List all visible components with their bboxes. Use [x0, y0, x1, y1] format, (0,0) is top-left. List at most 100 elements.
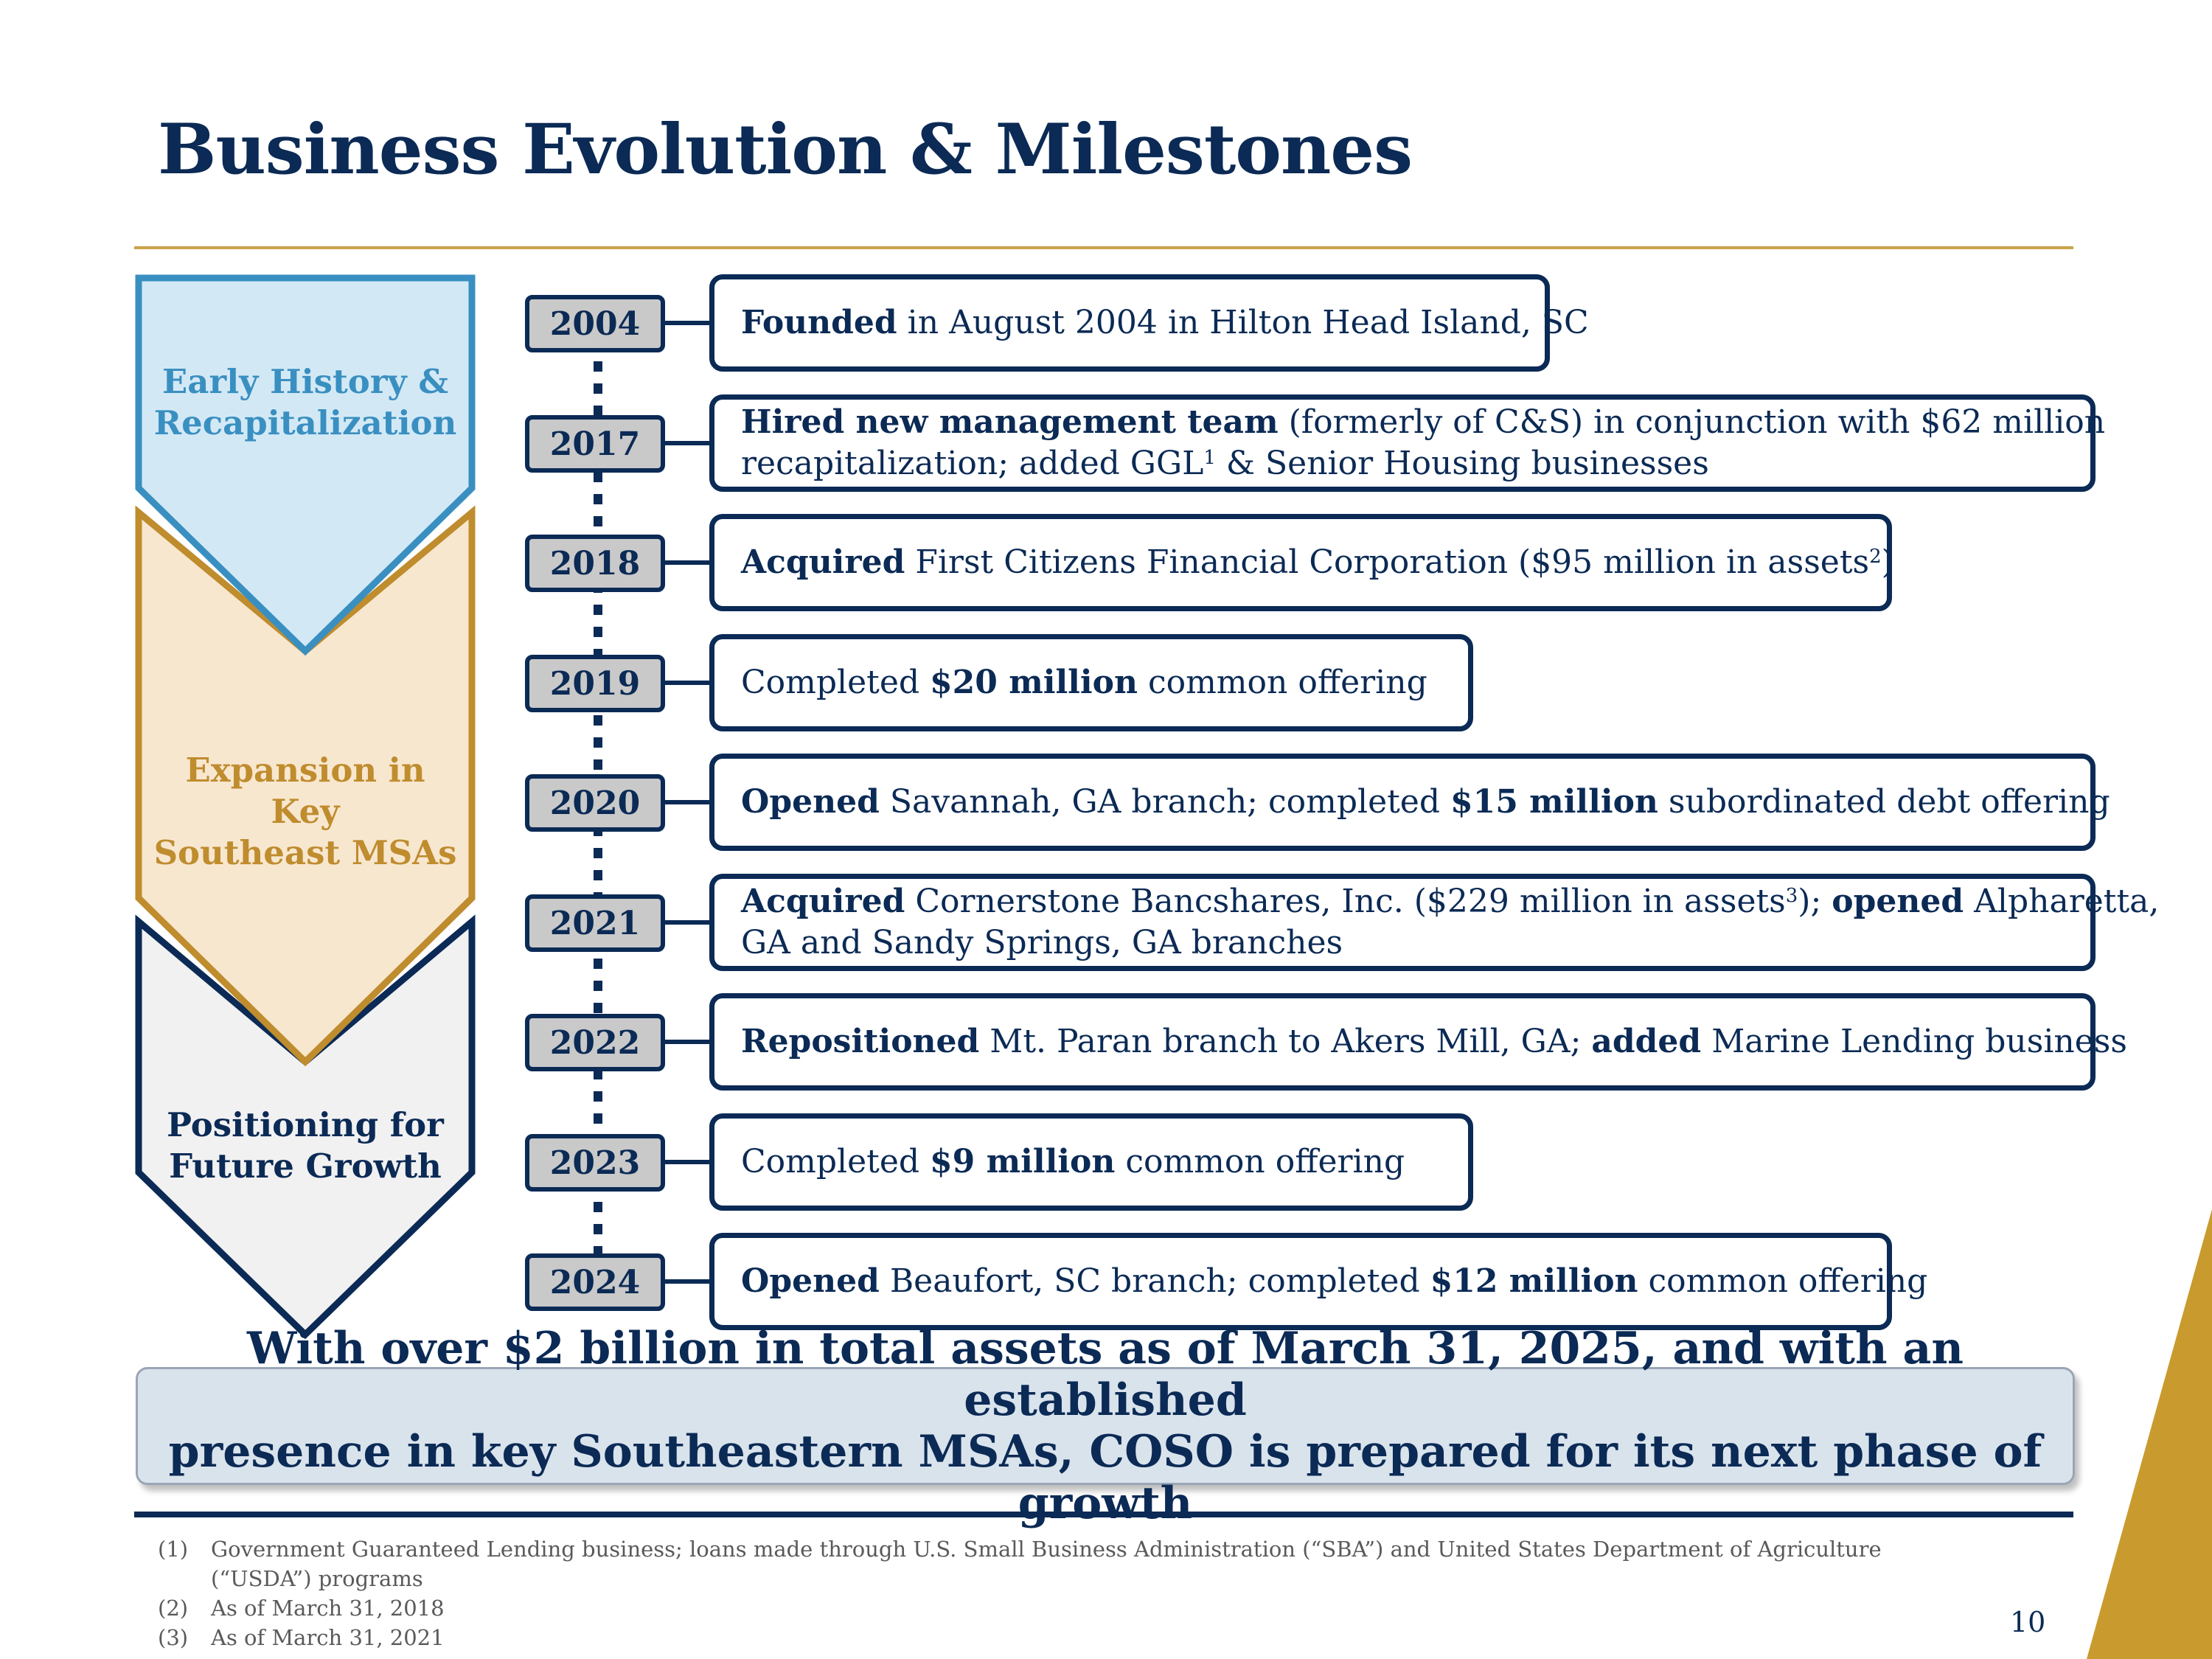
- footnote-text: As of March 31, 2018: [211, 1596, 445, 1621]
- milestone-plain-text: Cornerstone Bancshares, Inc. ($229 milli…: [905, 883, 1786, 920]
- phase-label-expansion: Expansion in Key Southeast MSAs: [150, 750, 460, 874]
- milestone-box: Repositioned Mt. Paran branch to Akers M…: [709, 993, 2127, 1091]
- milestone-plain-text: Beaufort, SC branch; completed: [879, 1262, 1430, 1300]
- year-connector: [665, 1279, 709, 1284]
- milestone-bold-text: Acquired: [741, 543, 905, 581]
- footnote-2: (2) As of March 31, 2018: [158, 1594, 445, 1622]
- year-connector: [665, 560, 709, 565]
- title-divider: [134, 246, 2073, 249]
- page-title: Business Evolution & Milestones: [158, 109, 1413, 190]
- milestone-line: Opened Beaufort, SC branch; completed $1…: [741, 1261, 1927, 1302]
- milestone-bold-text: Opened: [741, 1262, 880, 1300]
- page-number: 10: [2010, 1606, 2046, 1638]
- milestone-bold-text: Opened: [741, 783, 880, 821]
- milestone-text: Hired new management team (formerly of C…: [741, 402, 2105, 484]
- gold-corner-accent: [2087, 1209, 2212, 1659]
- milestone-bold-text: Repositioned: [741, 1023, 980, 1060]
- milestone-bold-text: Founded: [741, 304, 897, 341]
- milestone-plain-text: Completed: [741, 1143, 931, 1180]
- summary-banner-text: With over $2 billion in total assets as …: [138, 1323, 2073, 1529]
- milestone-plain-text: subordinated debt offering: [1658, 783, 2110, 821]
- footnote-text: As of March 31, 2021: [211, 1625, 445, 1650]
- milestone-bold-text: $12 million: [1430, 1262, 1638, 1300]
- milestone-bold-text: added: [1591, 1023, 1702, 1060]
- phase-label-line: Recapitalization: [153, 403, 457, 442]
- footnote-3: (3) As of March 31, 2021: [158, 1624, 445, 1652]
- summary-line: With over $2 billion in total assets as …: [246, 1323, 1964, 1426]
- footnote-1-continuation: (“USDA”) programs: [211, 1566, 423, 1591]
- year-badge: 2022: [525, 1014, 665, 1071]
- year-connector: [665, 441, 709, 445]
- year-badge: 2020: [525, 774, 665, 832]
- phase-label-line: Positioning for: [167, 1105, 444, 1144]
- footnote-number: (1): [158, 1537, 189, 1562]
- milestone-box: Hired new management team (formerly of C…: [709, 394, 2105, 492]
- phase-label-positioning: Positioning for Future Growth: [150, 1105, 460, 1187]
- milestone-line: Opened Savannah, GA branch; completed $1…: [741, 782, 2110, 823]
- milestone-box: Acquired First Citizens Financial Corpor…: [709, 514, 1894, 611]
- footnote-1: (1) Government Guaranteed Lending busines…: [158, 1535, 1882, 1563]
- year-badge: 2021: [525, 894, 665, 952]
- milestone-text: Completed $9 million common offering: [741, 1141, 1405, 1183]
- milestone-plain-text: (formerly of C&S) in conjunction with $6…: [1278, 403, 2106, 441]
- phase-label-line: Early History &: [162, 362, 448, 401]
- milestone-plain-text: );: [1798, 883, 1832, 920]
- year-connector: [665, 321, 709, 325]
- milestone-line: Completed $20 million common offering: [741, 662, 1427, 703]
- milestone-plain-text: GA and Sandy Springs, GA branches: [741, 924, 1343, 961]
- milestone-line: Hired new management team (formerly of C…: [741, 402, 2105, 443]
- phase-chevron-early-history: [135, 274, 476, 656]
- milestone-bold-text: Acquired: [741, 883, 905, 920]
- milestone-line: Acquired First Citizens Financial Corpor…: [741, 542, 1894, 583]
- phase-label-line: Southeast MSAs: [153, 833, 457, 872]
- milestone-box: Completed $9 million common offering: [709, 1113, 1473, 1211]
- milestone-text: Completed $20 million common offering: [741, 662, 1427, 703]
- year-connector: [665, 681, 709, 685]
- footnote-number: (3): [158, 1625, 189, 1650]
- milestone-plain-text: recapitalization; added GGL: [741, 445, 1204, 482]
- milestone-plain-text: Completed: [741, 664, 931, 701]
- milestone-bold-text: Hired new management team: [741, 403, 1279, 441]
- year-badge: 2019: [525, 655, 665, 712]
- milestone-plain-text: Alpharetta,: [1964, 883, 2160, 920]
- year-badge: 2018: [525, 535, 665, 592]
- milestone-bold-text: $15 million: [1450, 783, 1658, 821]
- summary-banner: With over $2 billion in total assets as …: [136, 1323, 2075, 1529]
- milestone-box: Completed $20 million common offering: [709, 634, 1473, 731]
- year-connector: [665, 1160, 709, 1164]
- milestone-text: Repositioned Mt. Paran branch to Akers M…: [741, 1021, 2127, 1062]
- milestone-bold-text: opened: [1832, 883, 1964, 920]
- milestone-bold-text: $20 million: [930, 664, 1138, 701]
- phase-label-line: Expansion in Key: [185, 751, 425, 831]
- milestone-plain-text: common offering: [1638, 1262, 1928, 1300]
- milestone-plain-text: in August 2004 in Hilton Head Island, SC: [897, 304, 1589, 341]
- milestone-box: Founded in August 2004 in Hilton Head Is…: [709, 274, 1589, 372]
- year-connector: [665, 920, 709, 925]
- milestone-plain-text: Savannah, GA branch; completed: [879, 783, 1450, 821]
- year-badge: 2023: [525, 1134, 665, 1192]
- footnote-text: Government Guaranteed Lending business; …: [211, 1537, 1882, 1562]
- footnote-ref: 1: [1203, 447, 1216, 469]
- footnote-ref: 2: [1869, 546, 1882, 568]
- year-badge: 2004: [525, 295, 665, 352]
- footnote-ref: 3: [1785, 885, 1798, 907]
- milestone-plain-text: Mt. Paran branch to Akers Mill, GA;: [979, 1023, 1592, 1060]
- milestone-text: Acquired First Citizens Financial Corpor…: [741, 542, 1894, 583]
- phase-chevrons: [135, 274, 476, 1340]
- milestone-line: Acquired Cornerstone Bancshares, Inc. ($…: [741, 881, 2159, 922]
- milestone-line: recapitalization; added GGL1 & Senior Ho…: [741, 443, 2105, 484]
- milestone-box: Acquired Cornerstone Bancshares, Inc. ($…: [709, 874, 2159, 971]
- footnote-number: (2): [158, 1596, 189, 1621]
- year-badge: 2017: [525, 415, 665, 473]
- milestone-line: Repositioned Mt. Paran branch to Akers M…: [741, 1021, 2127, 1062]
- milestone-plain-text: common offering: [1137, 664, 1427, 701]
- milestone-box: Opened Beaufort, SC branch; completed $1…: [709, 1233, 1927, 1330]
- milestone-text: Founded in August 2004 in Hilton Head Is…: [741, 302, 1589, 344]
- milestone-line: Founded in August 2004 in Hilton Head Is…: [741, 302, 1589, 344]
- milestone-plain-text: Marine Lending business: [1701, 1023, 2127, 1060]
- milestone-box: Opened Savannah, GA branch; completed $1…: [709, 754, 2110, 851]
- summary-line: presence in key Southeastern MSAs, COSO …: [168, 1426, 2042, 1529]
- milestone-plain-text: & Senior Housing businesses: [1215, 445, 1709, 482]
- milestone-line: GA and Sandy Springs, GA branches: [741, 922, 2159, 964]
